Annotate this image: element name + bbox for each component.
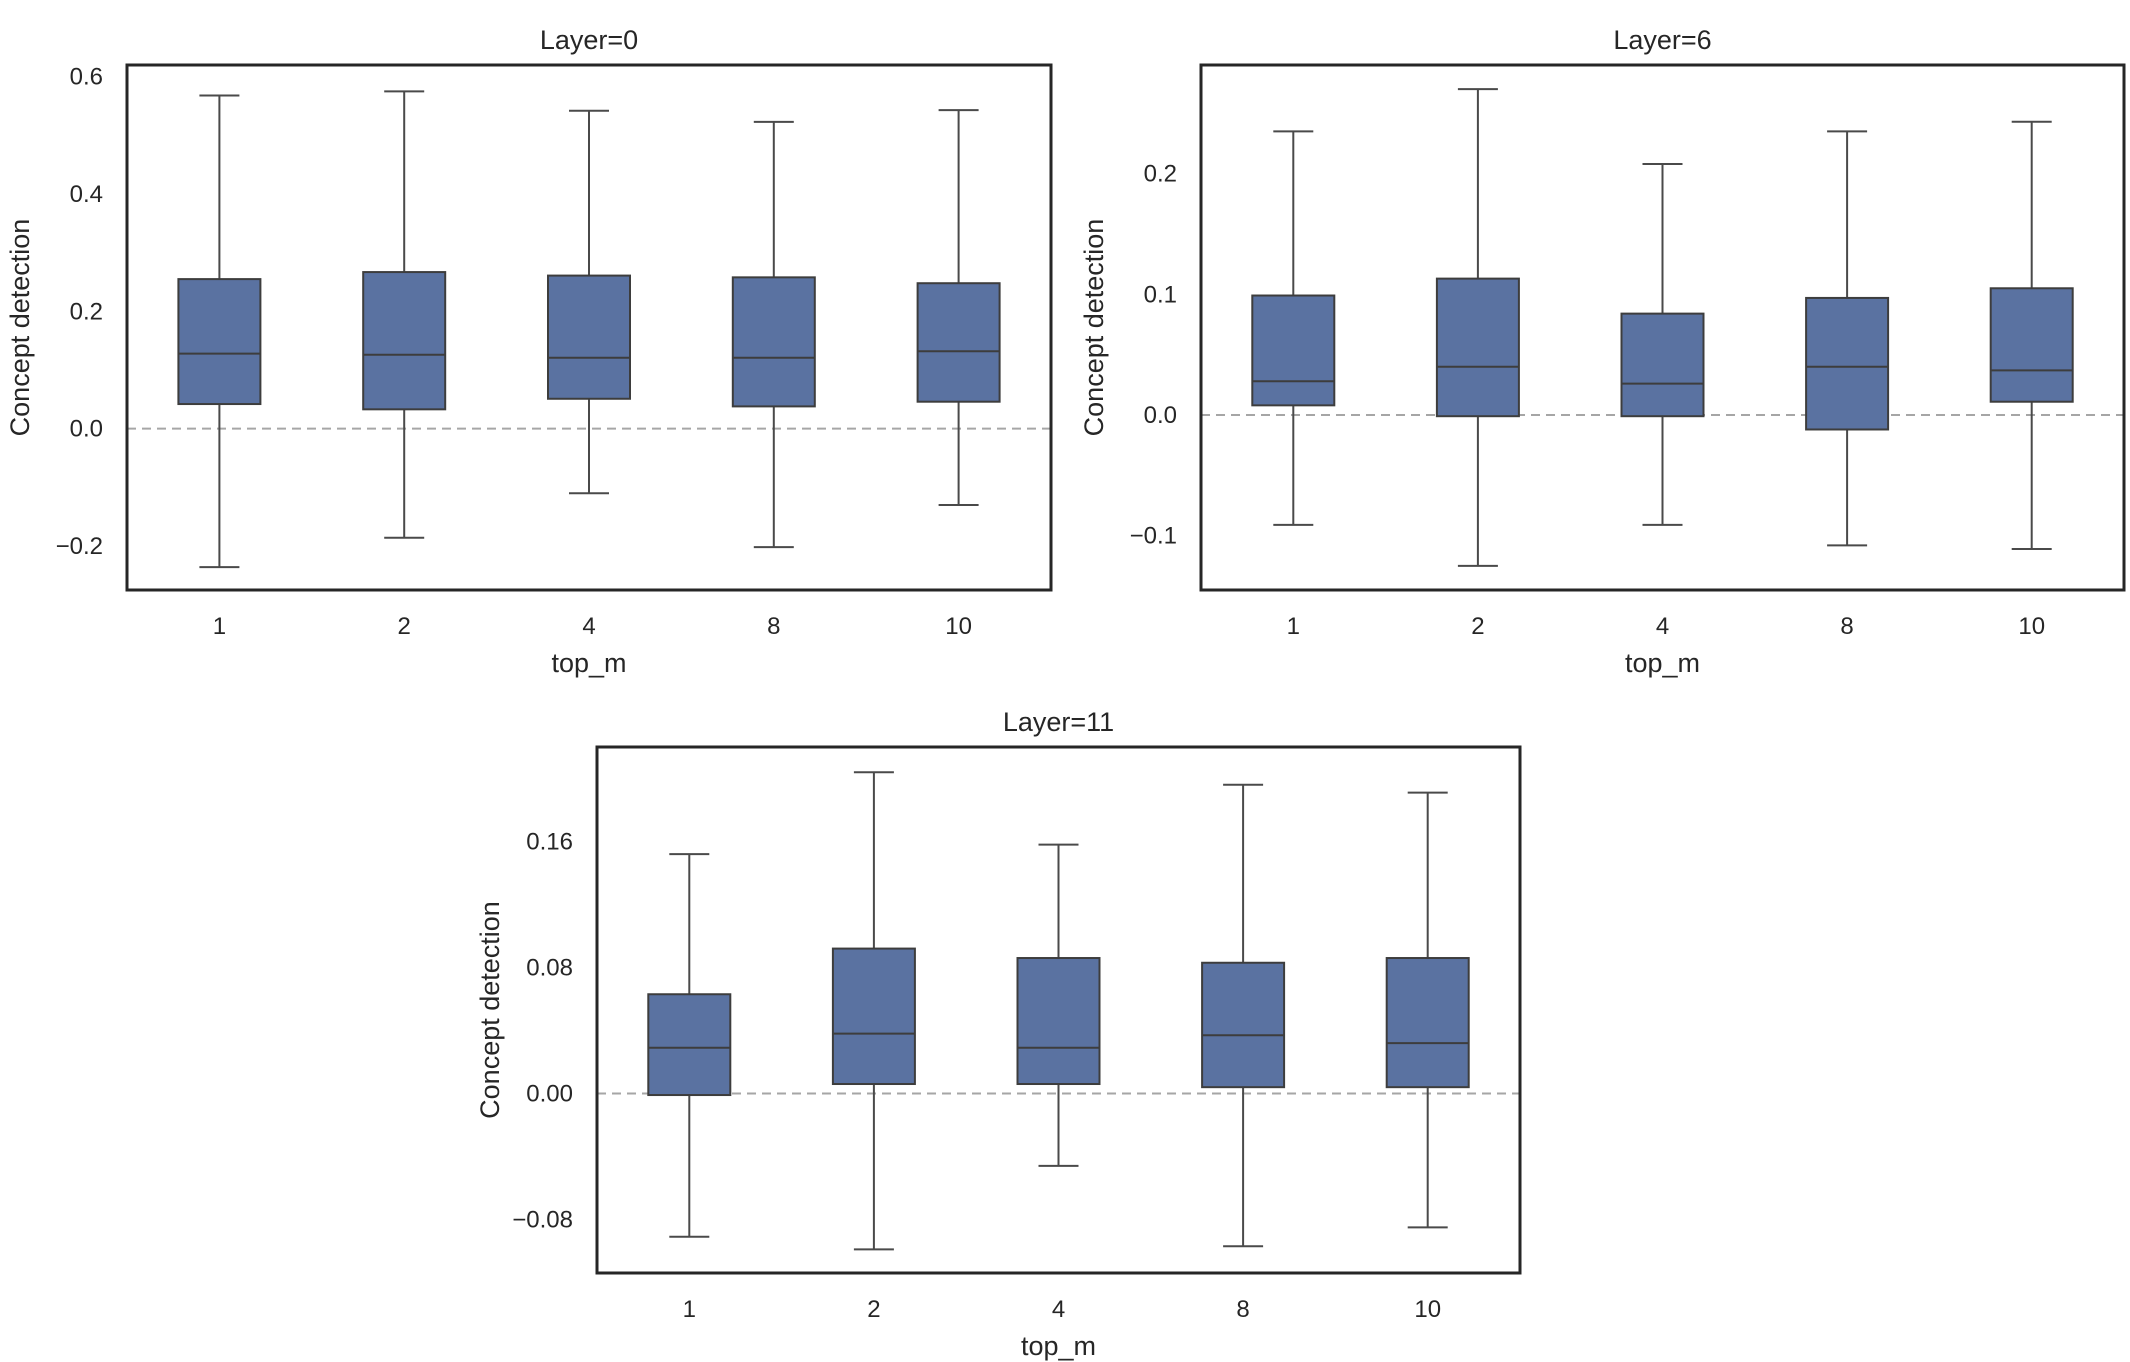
x-tick-label: 1 [1287, 613, 1300, 640]
box-4 [1620, 162, 1705, 526]
box-1 [177, 94, 262, 569]
x-axis-label: top_m [551, 648, 626, 678]
y-axis-label: Concept detection [475, 901, 505, 1119]
subplot-title: Layer=0 [540, 25, 638, 55]
subplot-2: 1 2 4 8 10 −0.08 0.00 0.08 0.16 Layer=11 top_m Conc… [475, 707, 1522, 1361]
x-tick-label: 8 [767, 613, 780, 640]
box-2 [831, 771, 916, 1251]
y-tick-label: 0.2 [1144, 161, 1177, 188]
x-tick-label: 10 [945, 613, 972, 640]
box-iqr [1620, 312, 1705, 418]
y-tick-label: 0.08 [526, 954, 573, 981]
box-iqr [831, 947, 916, 1086]
y-tick-label: 0.16 [526, 828, 573, 855]
box-2 [362, 90, 447, 539]
y-axis-label: Concept detection [1079, 219, 1109, 437]
y-tick-label: −0.08 [512, 1206, 573, 1233]
box-iqr [731, 276, 816, 408]
x-tick-label: 8 [1236, 1296, 1249, 1323]
box-iqr [547, 274, 631, 400]
box-1 [647, 853, 732, 1238]
plot-frame [1199, 63, 2126, 592]
box-iqr [647, 993, 732, 1097]
box-iqr [177, 278, 262, 406]
box-iqr [362, 271, 447, 411]
box-2 [1435, 88, 1520, 567]
y-tick-label: 0.6 [70, 64, 103, 91]
plot-frame [125, 63, 1053, 592]
x-tick-label: 1 [213, 613, 226, 640]
subplot-0: 1 2 4 8 10 −0.2 0.0 0.2 0.4 0.6 Layer=0 top_m Concep… [5, 25, 1053, 678]
box-iqr [1805, 296, 1890, 431]
x-tick-label: 4 [1656, 613, 1669, 640]
box-10 [916, 109, 1001, 506]
x-tick-label: 4 [582, 613, 595, 640]
x-tick-label: 2 [398, 613, 411, 640]
x-tick-label: 4 [1052, 1296, 1065, 1323]
x-tick-label: 10 [2018, 613, 2045, 640]
x-tick-label: 2 [867, 1296, 880, 1323]
box-1 [1251, 130, 1336, 526]
subplot-title: Layer=11 [1003, 707, 1114, 737]
plot-frame [595, 745, 1522, 1275]
y-tick-label: −0.2 [56, 533, 103, 560]
box-8 [1201, 783, 1286, 1248]
subplot-1: 1 2 4 8 10 −0.1 0.0 0.1 0.2 Layer=6 top_m Concept d… [1079, 25, 2126, 678]
y-tick-label: 0.1 [1144, 281, 1177, 308]
x-tick-label: 2 [1471, 613, 1484, 640]
subplot-title: Layer=6 [1613, 25, 1711, 55]
box-iqr [1201, 961, 1286, 1089]
box-8 [1805, 130, 1890, 547]
y-tick-label: −0.1 [1130, 523, 1177, 550]
box-iqr [1251, 294, 1336, 407]
y-tick-label: 0.2 [70, 298, 103, 325]
y-axis-label: Concept detection [5, 219, 35, 437]
x-tick-label: 8 [1840, 613, 1853, 640]
box-iqr [1016, 957, 1101, 1086]
box-4 [547, 109, 631, 495]
x-axis-label: top_m [1021, 1331, 1096, 1361]
box-iqr [916, 282, 1001, 403]
box-10 [1385, 791, 1470, 1229]
box-4 [1016, 843, 1101, 1167]
x-tick-label: 1 [683, 1296, 696, 1323]
y-tick-label: 0.4 [70, 181, 103, 208]
y-tick-label: 0.0 [70, 416, 103, 443]
x-tick-label: 10 [1414, 1296, 1441, 1323]
box-iqr [1435, 277, 1520, 418]
box-iqr [1385, 957, 1470, 1089]
box-10 [1989, 120, 2074, 550]
x-axis-label: top_m [1625, 648, 1700, 678]
y-tick-label: 0.00 [526, 1080, 573, 1107]
box-iqr [1989, 287, 2074, 403]
box-8 [731, 120, 816, 549]
y-tick-label: 0.0 [1144, 402, 1177, 429]
